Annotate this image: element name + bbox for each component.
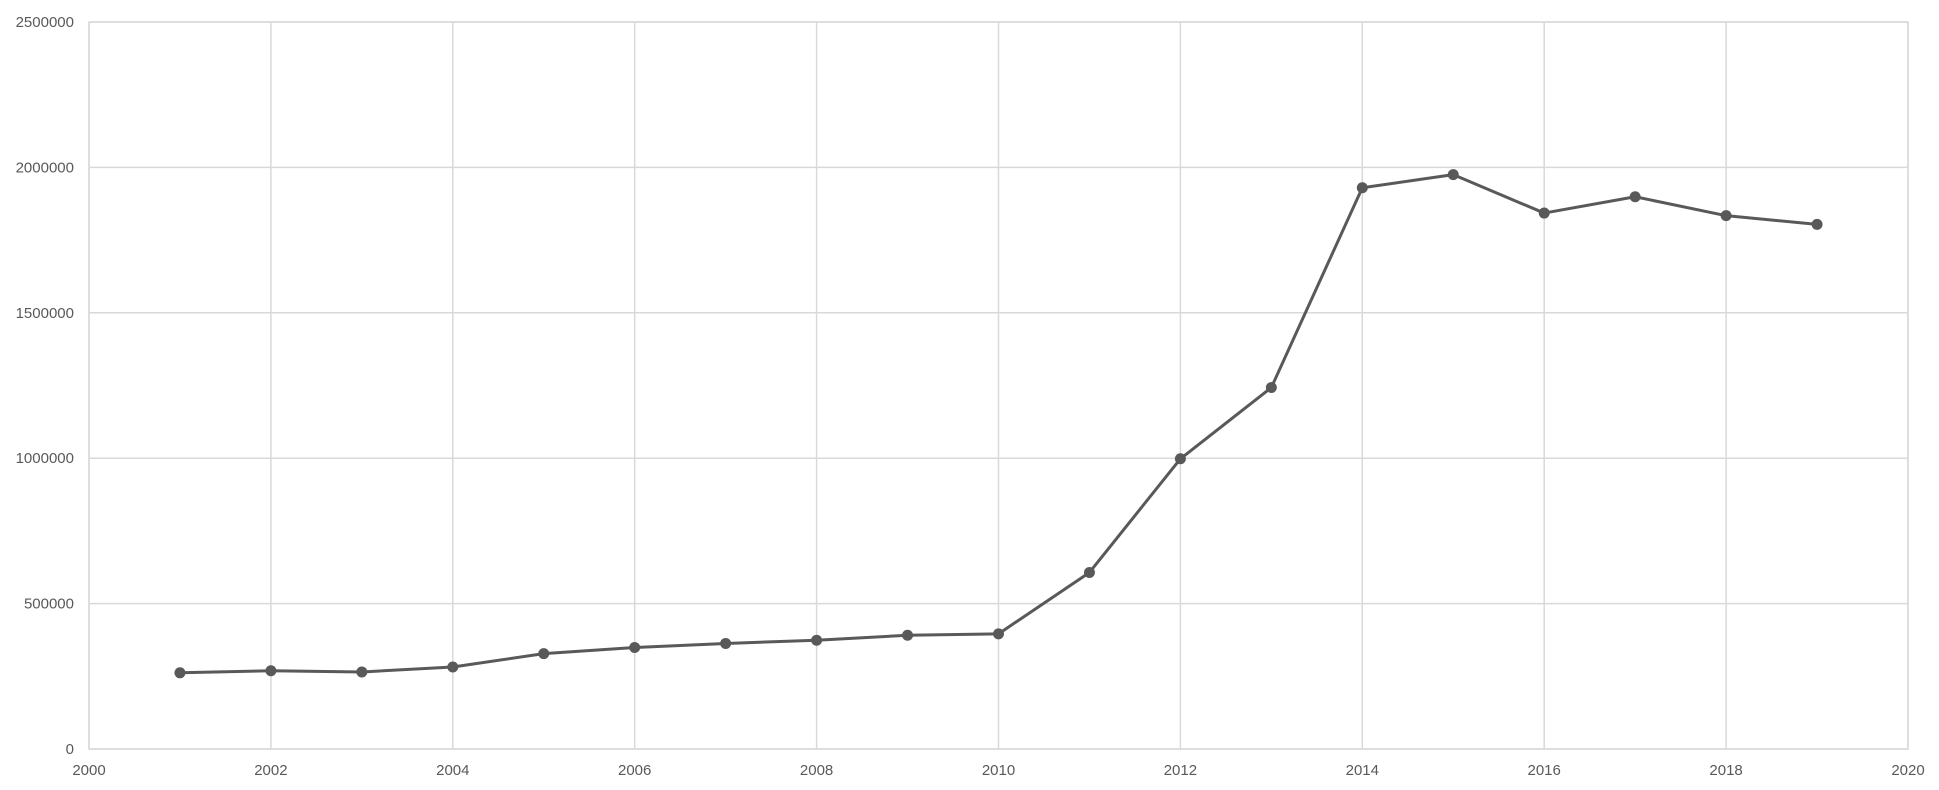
data-point: [1174, 453, 1186, 465]
data-point: [265, 665, 277, 677]
data-point: [1629, 191, 1641, 203]
data-point: [1265, 382, 1277, 394]
x-tick-label: 2006: [618, 762, 651, 779]
data-point: [1720, 210, 1732, 222]
x-tick-label: 2010: [982, 762, 1015, 779]
data-point: [902, 629, 914, 641]
data-point: [1083, 566, 1095, 578]
x-tick-label: 2020: [1891, 762, 1924, 779]
data-point: [811, 634, 823, 646]
series-layer: [174, 169, 1823, 679]
data-point: [993, 628, 1004, 640]
data-point: [1447, 169, 1459, 181]
x-tick-label: 2014: [1346, 762, 1379, 779]
grid-layer: [88, 21, 1909, 750]
x-tick-label: 2012: [1164, 762, 1197, 779]
x-tick-label: 2002: [254, 762, 287, 779]
x-tick-label: 2000: [72, 762, 105, 779]
y-tick-label: 0: [66, 741, 74, 758]
data-point: [1356, 182, 1368, 194]
y-tick-label: 1500000: [16, 305, 74, 322]
data-point: [629, 642, 641, 654]
x-tick-label: 2016: [1528, 762, 1561, 779]
x-tick-label: 2008: [800, 762, 833, 779]
y-tick-label: 500000: [24, 596, 74, 613]
data-point: [720, 637, 732, 649]
y-tick-label: 2000000: [16, 159, 74, 176]
data-point: [174, 667, 186, 679]
x-tick-label: 2004: [436, 762, 469, 779]
y-tick-label: 2500000: [16, 14, 74, 31]
data-point: [447, 661, 459, 673]
x-tick-label: 2018: [1709, 762, 1742, 779]
data-point: [1811, 218, 1823, 230]
axis-layer: 0 500000 1000000 1500000 2000000 2500000 2000 2…: [16, 14, 1925, 779]
data-point: [356, 666, 368, 678]
data-point: [1538, 207, 1550, 219]
data-point: [538, 648, 550, 660]
y-tick-label: 1000000: [16, 450, 74, 467]
